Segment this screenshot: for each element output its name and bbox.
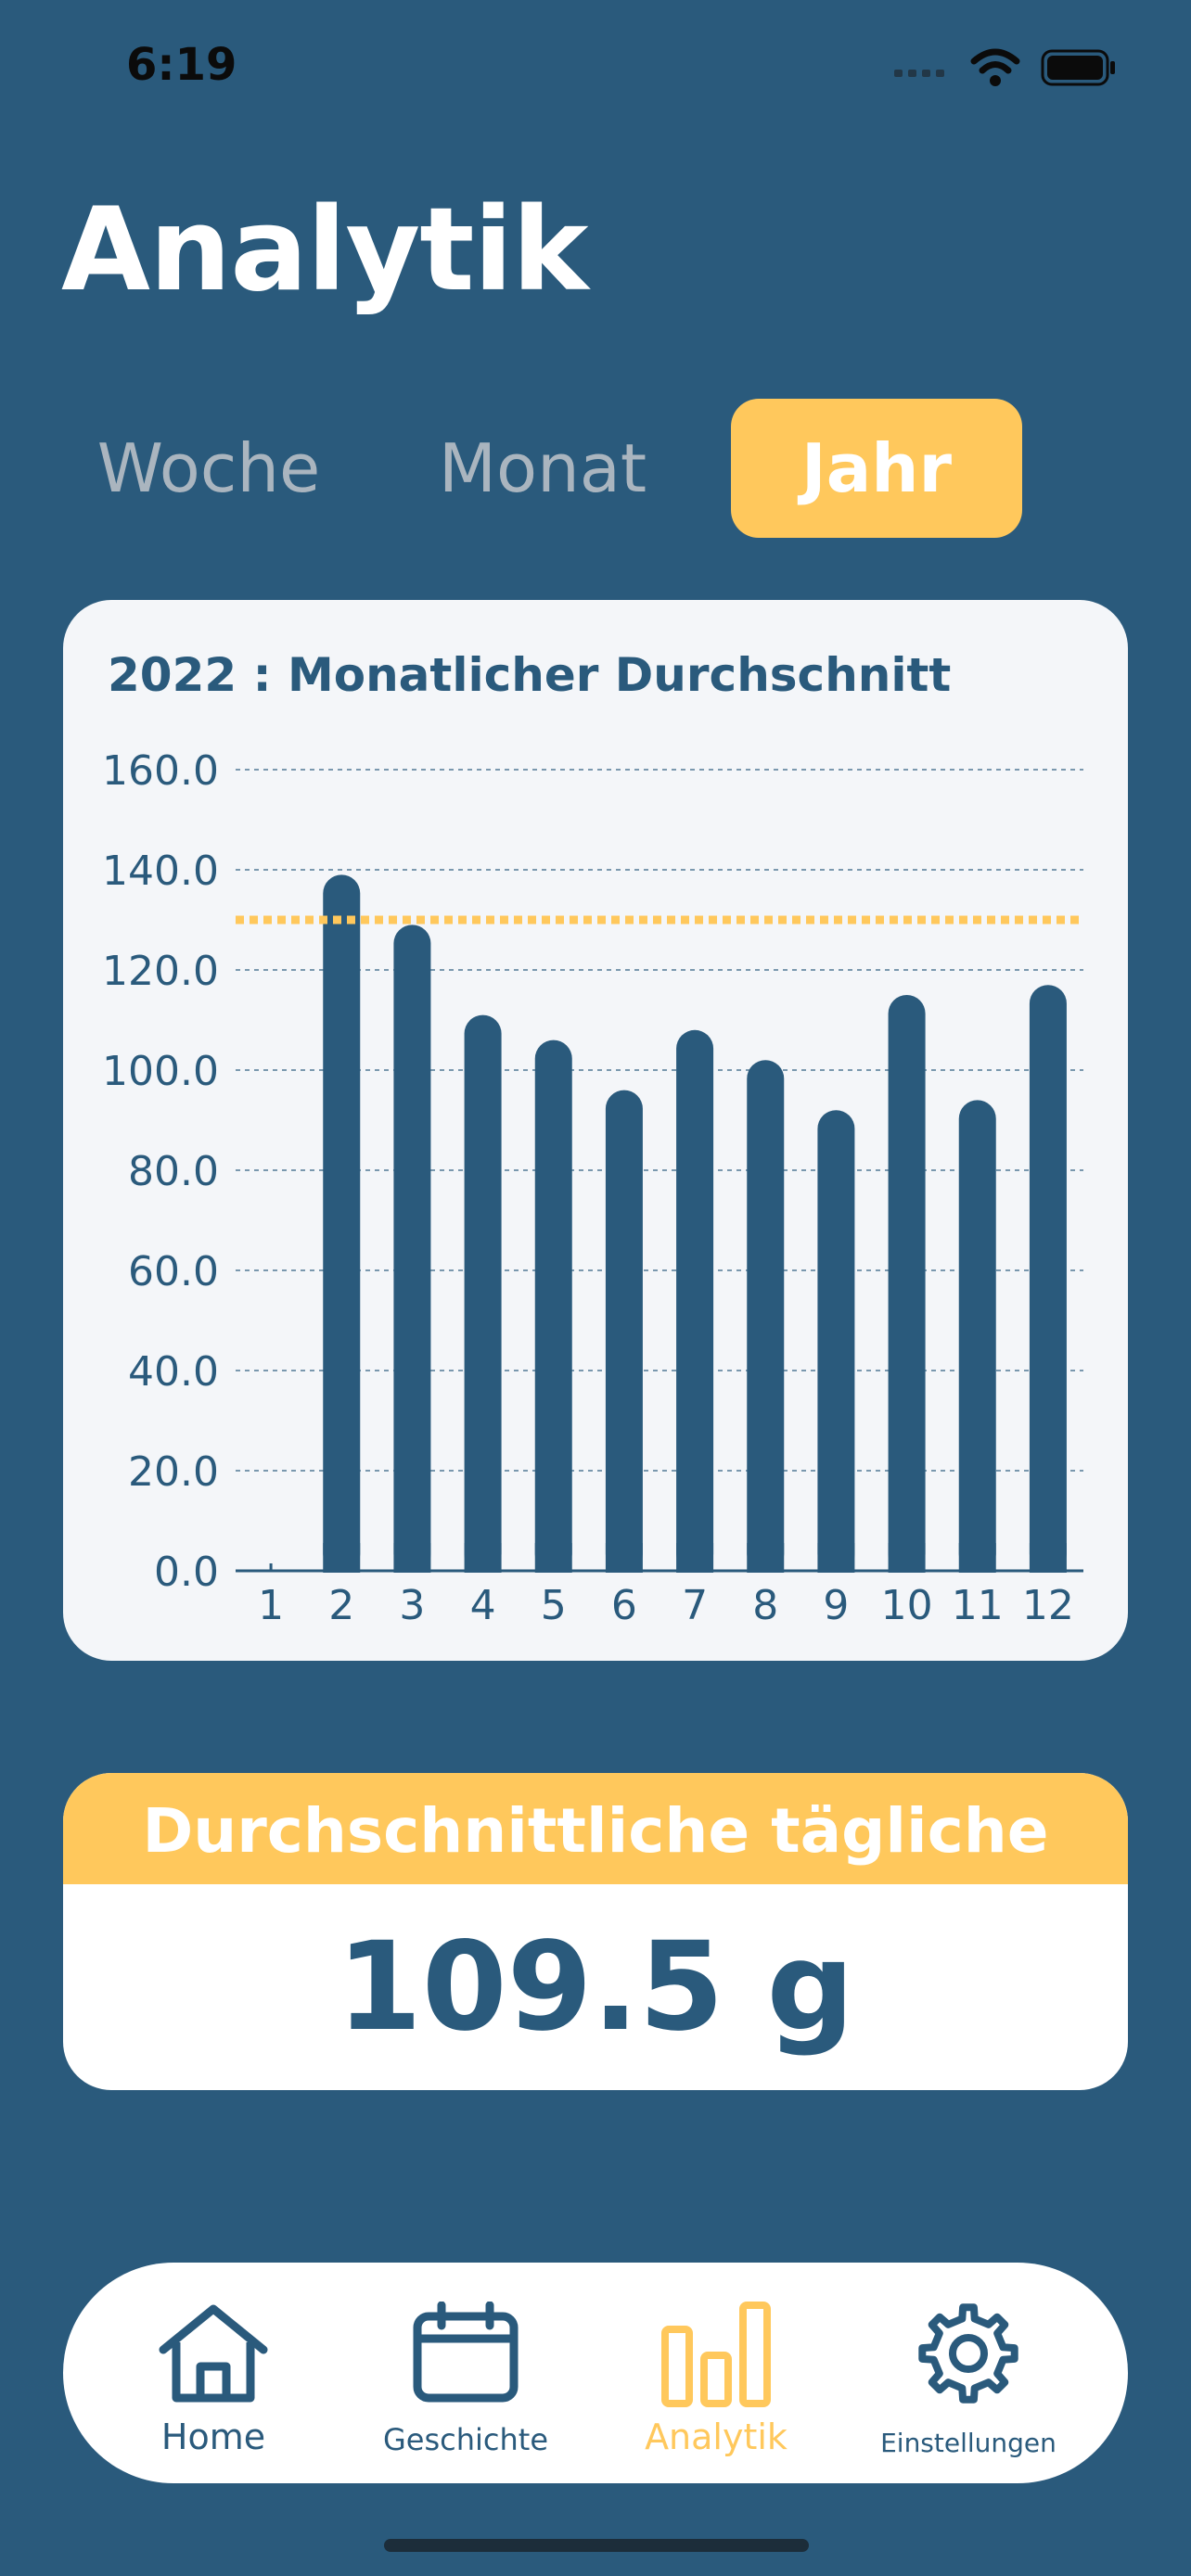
nav-analytik-label: Analytik xyxy=(645,2417,788,2457)
y-tick-label: 140.0 xyxy=(102,848,219,895)
bar xyxy=(676,1029,714,1573)
y-tick-label: 80.0 xyxy=(128,1148,219,1195)
x-tick-label: 12 xyxy=(1022,1582,1074,1629)
nav-home[interactable]: Home xyxy=(88,2263,339,2483)
battery-icon xyxy=(1041,49,1115,86)
bar xyxy=(817,1110,855,1573)
tab-bar: Home Geschichte Analytik Einstellungen xyxy=(63,2263,1128,2483)
tab-jahr[interactable]: Jahr xyxy=(731,399,1022,538)
wifi-icon xyxy=(970,48,1020,86)
page-title: Analytik xyxy=(61,184,588,317)
bar-base xyxy=(534,1543,572,1573)
signal-icon xyxy=(894,70,944,77)
status-time: 6:19 xyxy=(126,39,237,91)
average-header: Durchschnittliche tägliche xyxy=(63,1773,1128,1884)
bar-base xyxy=(605,1543,643,1573)
y-tick-label: 160.0 xyxy=(102,747,219,795)
y-tick-label: 20.0 xyxy=(128,1448,219,1496)
x-tick-label: 5 xyxy=(541,1582,567,1629)
bar-base xyxy=(464,1543,502,1573)
bar xyxy=(393,925,431,1573)
home-indicator xyxy=(384,2539,809,2552)
gear-icon xyxy=(918,2303,1018,2404)
bar-chart: 0.0 20.0 40.0 60.0 80.0 100.0 120.0 140.0 160.0 1… xyxy=(102,747,1083,1629)
x-tick-label: 2 xyxy=(328,1582,354,1629)
tab-monat[interactable]: Monat xyxy=(438,429,647,507)
bar-base xyxy=(393,1543,431,1573)
chart-card: 2022 : Monatlicher Durchschnitt 0.0 20.0 4… xyxy=(63,600,1128,1661)
bar-base xyxy=(958,1543,996,1573)
bar-base xyxy=(1029,1543,1067,1573)
x-tick-label: 1 xyxy=(258,1582,284,1629)
nav-analytik[interactable]: Analytik xyxy=(591,2263,841,2483)
bar xyxy=(464,1014,502,1573)
x-tick-label: 7 xyxy=(682,1582,708,1629)
nav-home-label: Home xyxy=(160,2417,266,2457)
average-value: 109.5 g xyxy=(337,1916,854,2059)
nav-einstellungen-label: Einstellungen xyxy=(880,2428,1057,2458)
bar xyxy=(888,995,926,1573)
bar xyxy=(323,874,361,1573)
y-tick-label: 0.0 xyxy=(154,1549,219,1596)
nav-geschichte[interactable]: Geschichte xyxy=(340,2263,591,2483)
bar-base xyxy=(747,1543,785,1573)
bar xyxy=(958,1100,996,1573)
x-tick-label: 11 xyxy=(952,1582,1004,1629)
x-tick-label: 3 xyxy=(399,1582,425,1629)
bar xyxy=(1029,985,1067,1573)
bar-base xyxy=(676,1543,714,1573)
bar-base xyxy=(817,1543,855,1573)
x-tick-label: 9 xyxy=(823,1582,849,1629)
x-tick-label: 10 xyxy=(881,1582,933,1629)
x-tick-label: 8 xyxy=(752,1582,778,1629)
calendar-icon xyxy=(413,2302,519,2403)
y-tick-label: 60.0 xyxy=(128,1248,219,1295)
chart-title: 2022 : Monatlicher Durchschnitt xyxy=(108,648,952,702)
y-tick-label: 100.0 xyxy=(102,1048,219,1095)
nav-geschichte-label: Geschichte xyxy=(382,2422,549,2457)
bar xyxy=(605,1090,643,1573)
bar xyxy=(747,1060,785,1573)
status-icons xyxy=(894,45,1117,91)
y-tick-label: 40.0 xyxy=(128,1348,219,1396)
bar-base xyxy=(888,1543,926,1573)
y-tick-label: 120.0 xyxy=(102,948,219,995)
home-icon xyxy=(159,2304,268,2403)
average-card: Durchschnittliche tägliche 109.5 g xyxy=(63,1773,1128,2090)
bar xyxy=(534,1039,572,1573)
bar-chart-icon xyxy=(661,2302,771,2407)
x-tick-label: 6 xyxy=(611,1582,637,1629)
tab-woche[interactable]: Woche xyxy=(96,429,321,507)
nav-einstellungen[interactable]: Einstellungen xyxy=(843,2263,1094,2483)
x-tick-label: 4 xyxy=(470,1582,496,1629)
bar-base xyxy=(323,1543,361,1573)
